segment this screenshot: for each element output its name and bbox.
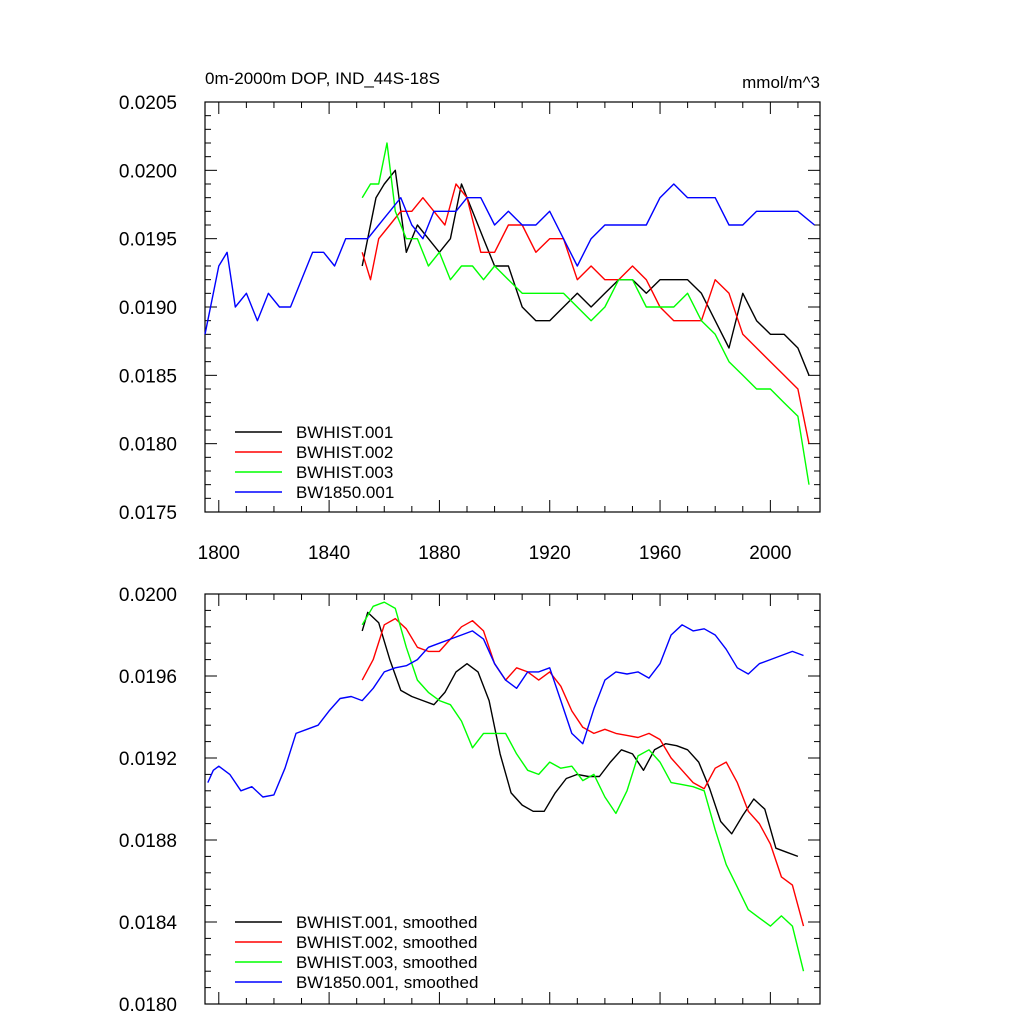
raw-panel-units: mmol/m^3 — [742, 73, 820, 92]
smoothed-series-line-2 — [361, 617, 805, 927]
raw-series-line-3 — [361, 142, 810, 485]
raw-series-line-4 — [204, 183, 815, 335]
smoothed-legend-label-4: BW1850.001, smoothed — [296, 973, 478, 992]
raw-x-tick-label: 2000 — [749, 543, 791, 564]
raw-y-tick-label: 0.0185 — [119, 366, 177, 387]
raw-x-tick-label: 1920 — [529, 543, 571, 564]
raw-y-tick-label: 0.0190 — [119, 298, 177, 319]
smoothed-y-tick-label: 0.0180 — [119, 995, 177, 1016]
raw-panel-title: 0m-2000m DOP, IND_44S-18S — [205, 69, 440, 88]
raw-legend-label-2: BWHIST.002 — [296, 443, 393, 462]
raw-legend-label-4: BW1850.001 — [296, 483, 394, 502]
smoothed-legend-label-1: BWHIST.001, smoothed — [296, 913, 477, 932]
smoothed-y-tick-label: 0.0196 — [119, 667, 177, 688]
raw-y-tick-label: 0.0180 — [119, 435, 177, 456]
raw-x-tick-label: 1880 — [418, 543, 460, 564]
smoothed-plot-frame — [204, 593, 821, 1005]
smoothed-legend-label-2: BWHIST.002, smoothed — [296, 933, 477, 952]
raw-y-tick-label: 0.0205 — [119, 93, 177, 114]
smoothed-series-line-3 — [361, 601, 805, 972]
raw-y-tick-label: 0.0195 — [119, 230, 177, 251]
raw-x-tick-label: 1800 — [198, 543, 240, 564]
smoothed-y-tick-label: 0.0188 — [119, 831, 177, 852]
raw-dop-panel: 0m-2000m DOP, IND_44S-18S mmol/m^3 1800 1… — [119, 69, 821, 564]
raw-series-line-2 — [361, 183, 810, 444]
raw-legend-label-1: BWHIST.001 — [296, 423, 393, 442]
smoothed-y-tick-label: 0.0192 — [119, 749, 177, 770]
smoothed-y-tick-label: 0.0200 — [119, 585, 177, 606]
raw-x-tick-label: 1960 — [639, 543, 681, 564]
raw-x-tick-label: 1840 — [308, 543, 350, 564]
smoothed-y-tick-label: 0.0184 — [119, 913, 178, 934]
raw-y-tick-label: 0.0200 — [119, 161, 177, 182]
raw-y-tick-label: 0.0175 — [119, 503, 177, 524]
smoothed-legend-label-3: BWHIST.003, smoothed — [296, 953, 477, 972]
smoothed-dop-panel: 0.0180 0.0184 0.0188 0.0192 0.0196 0.0200 BWHI… — [119, 585, 821, 1016]
raw-legend-label-3: BWHIST.003 — [296, 463, 393, 482]
smoothed-series-line-4 — [207, 624, 804, 798]
